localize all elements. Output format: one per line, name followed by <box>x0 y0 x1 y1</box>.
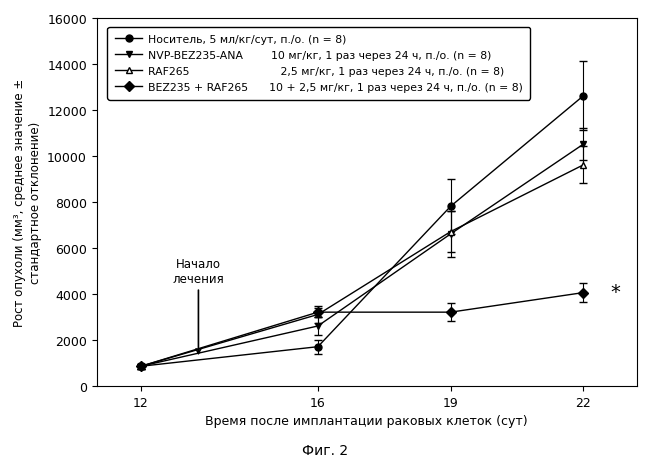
Text: *: * <box>610 282 620 301</box>
Legend: Носитель, 5 мл/кг/сут, п./о. (n = 8), NVP-BEZ235-ANA        10 мг/кг, 1 раз чере: Носитель, 5 мл/кг/сут, п./о. (n = 8), NV… <box>107 28 530 101</box>
Y-axis label: Рост опухоли (мм³, среднее значение ±
стандартное отклонение): Рост опухоли (мм³, среднее значение ± ст… <box>14 78 42 326</box>
Text: Фиг. 2: Фиг. 2 <box>302 443 348 458</box>
Text: Начало
лечения: Начало лечения <box>172 257 224 354</box>
X-axis label: Время после имплантации раковых клеток (сут): Время после имплантации раковых клеток (… <box>205 414 528 427</box>
